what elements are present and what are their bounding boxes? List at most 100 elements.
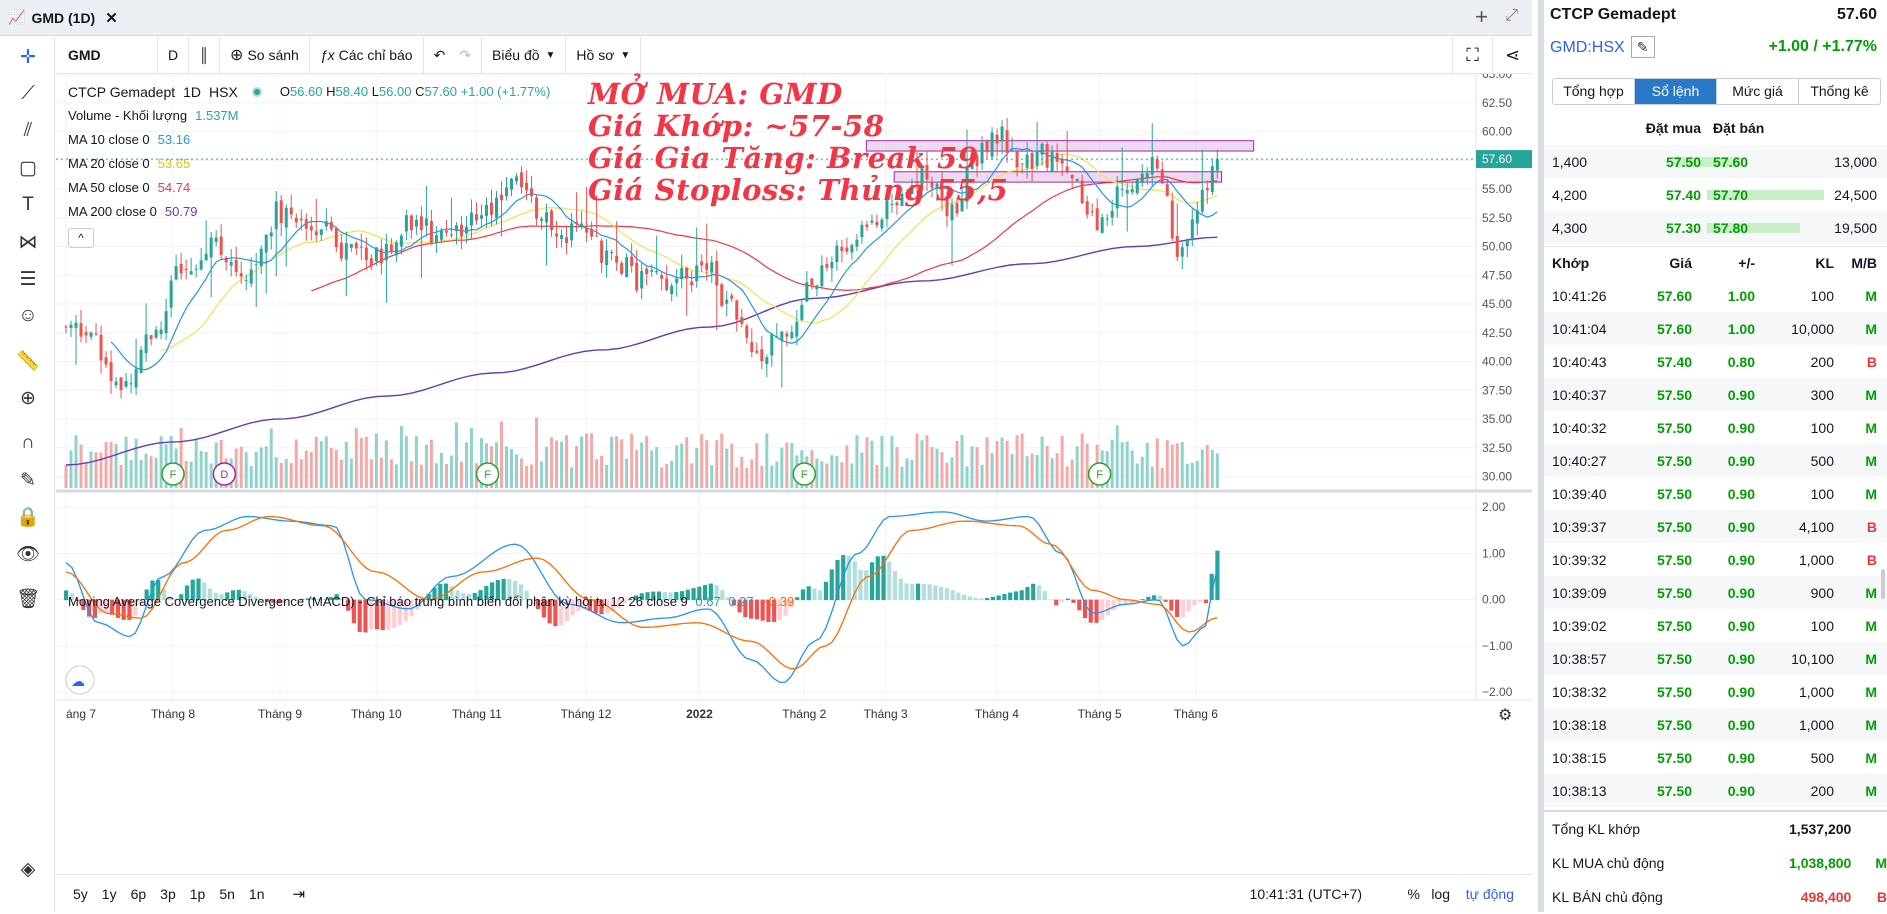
ma10-legend[interactable]: MA 10 close 0 53.16	[68, 128, 550, 152]
edit-icon[interactable]: ✎	[1630, 36, 1655, 58]
range-3m[interactable]: 3p	[160, 885, 176, 902]
volume-bar	[775, 461, 779, 488]
macd-legend[interactable]: Moving Average Covergence Divergence (MA…	[68, 594, 794, 609]
tab-summary[interactable]: Tổng hợp	[1553, 79, 1635, 104]
trash-icon[interactable]: 🗑	[15, 589, 41, 610]
magnet-icon[interactable]: ∩	[21, 432, 35, 453]
trade-row[interactable]: 10:39:40 57.50 0.90 100 M	[1544, 477, 1887, 510]
trades-list[interactable]: 10:41:26 57.60 1.00 100 M 10:41:04 57.60 1.00 10…	[1544, 279, 1887, 815]
trade-row[interactable]: 10:38:57 57.50 0.90 10,100 M	[1544, 642, 1887, 675]
range-1m[interactable]: 1p	[189, 885, 206, 902]
pattern-icon[interactable]: ⋈	[18, 231, 38, 253]
undo-button[interactable]: ↶ ↷	[424, 36, 483, 74]
candle-type-icon[interactable]: ║	[189, 36, 221, 74]
auto-scale-toggle[interactable]: tự động	[1465, 885, 1514, 902]
trend-line-icon[interactable]: ⟋	[21, 83, 35, 104]
range-6m[interactable]: 6p	[130, 885, 147, 902]
layers-icon[interactable]: ◈	[20, 858, 36, 880]
macd-histogram-bar	[443, 583, 449, 601]
plus-circle-icon: ⊕	[230, 47, 244, 64]
price-tick-label: 30.00	[1482, 470, 1512, 484]
macd-histogram-bar	[121, 599, 126, 620]
clock[interactable]: 10:41:31 (UTC+7)	[1249, 885, 1362, 902]
trade-row[interactable]: 10:38:15 57.50 0.90 500 M	[1544, 741, 1887, 774]
ma50-legend[interactable]: MA 50 close 0 54.74	[68, 176, 550, 200]
trade-row[interactable]: 10:38:13 57.50 0.90 200 M	[1544, 774, 1887, 807]
trade-row[interactable]: 10:38:18 57.50 0.90 1,000 M	[1544, 708, 1887, 741]
share-icon[interactable]: ⋖	[1492, 37, 1532, 74]
goto-date-icon[interactable]: ⇥	[292, 885, 306, 903]
indicators-button[interactable]: ƒx Các chỉ báo	[310, 36, 424, 74]
prediction-icon[interactable]: ☰	[19, 268, 37, 290]
eye-icon[interactable]: 👁	[15, 544, 41, 565]
expand-icon[interactable]: ⤢	[1505, 7, 1518, 24]
close-tab-icon[interactable]: ✕	[105, 9, 118, 27]
ma200-legend[interactable]: MA 200 close 0 50.79	[68, 200, 550, 224]
interval-button[interactable]: D	[158, 36, 190, 74]
macd-histogram-bar	[242, 591, 247, 601]
macd-histogram-bar	[127, 599, 132, 620]
candle-body	[484, 205, 488, 216]
volume-bar	[89, 451, 93, 488]
trade-row[interactable]: 10:38:32 57.50 0.90 1,000 M	[1544, 675, 1887, 708]
macd-histogram-bar	[697, 586, 702, 601]
stay-drawing-icon[interactable]: ✎	[20, 469, 36, 491]
candle-body	[780, 331, 784, 341]
trade-row[interactable]: 10:39:32 57.50 0.90 1,000 B	[1544, 543, 1887, 576]
symbol-search[interactable]: GMD	[56, 36, 158, 74]
volume-bar	[770, 465, 774, 488]
panel-symbol[interactable]: GMD:HSX	[1550, 39, 1625, 56]
trade-row[interactable]: 10:41:26 57.60 1.00 100 M	[1544, 279, 1887, 312]
range-5y[interactable]: 5y	[73, 885, 88, 902]
trade-row[interactable]: 10:41:04 57.60 1.00 10,000 M	[1544, 312, 1887, 345]
percent-toggle[interactable]: %	[1407, 885, 1420, 902]
trade-row[interactable]: 10:39:02 57.50 0.90 100 M	[1544, 609, 1887, 642]
orderbook-row[interactable]: 1,400 57.50 57.60 13,000	[1544, 145, 1887, 178]
summary-label: Tổng KL khớp	[1552, 821, 1641, 837]
trade-row[interactable]: 10:40:37 57.50 0.90 300 M	[1544, 378, 1887, 411]
trade-row[interactable]: 10:40:32 57.50 0.90 100 M	[1544, 411, 1887, 444]
volume-legend[interactable]: Volume - Khối lượng 1.537M	[68, 104, 550, 128]
volume-bar	[494, 442, 498, 488]
emoji-icon[interactable]: ☺	[18, 305, 38, 326]
redo-icon[interactable]: ↷	[459, 46, 472, 63]
trade-row[interactable]: 10:40:27 57.50 0.90 500 M	[1544, 444, 1887, 477]
range-1y[interactable]: 1y	[101, 885, 117, 902]
candle-body	[685, 267, 689, 279]
trade-row[interactable]: 10:39:37 57.50 0.90 4,100 B	[1544, 510, 1887, 543]
profile-button[interactable]: Hồ sơ ▼	[566, 36, 642, 74]
crosshair-icon[interactable]: ✛	[20, 46, 36, 68]
text-icon[interactable]: T	[22, 194, 34, 215]
tab-price-levels[interactable]: Mức giá	[1717, 79, 1799, 104]
lock-icon[interactable]: 🔒	[16, 507, 40, 528]
log-toggle[interactable]: log	[1431, 885, 1450, 902]
range-5d[interactable]: 5n	[219, 885, 235, 902]
trade-row[interactable]: 10:40:43 57.40 0.80 200 B	[1544, 345, 1887, 378]
trade-row[interactable]: 10:39:09 57.50 0.90 900 M	[1544, 576, 1887, 609]
range-1d[interactable]: 1n	[248, 885, 265, 902]
collapse-legend-button[interactable]: ^	[68, 228, 94, 248]
trade-price: 57.50	[1656, 749, 1692, 766]
macd-histogram-bar	[1065, 598, 1070, 601]
macd-histogram-bar	[1025, 587, 1030, 601]
rectangle-icon[interactable]: ▢	[19, 157, 37, 179]
orderbook-row[interactable]: 4,300 57.30 57.80 19,500	[1544, 211, 1887, 244]
trade-annotation[interactable]: MỞ MUA: GMD Giá Khớp: ~57-58 Giá Gia Tăn…	[588, 78, 1008, 206]
ma20-legend[interactable]: MA 20 close 0 53.65	[68, 152, 550, 176]
fib-tools-icon[interactable]: ⫽	[23, 120, 33, 141]
ruler-icon[interactable]: 📏	[16, 351, 40, 372]
tab-statistics[interactable]: Thống kê	[1810, 83, 1869, 99]
volume-bar	[535, 417, 539, 488]
chart-type-button[interactable]: Biểu đồ ▼	[482, 36, 567, 74]
x-tick-label: Tháng 4	[975, 707, 1019, 721]
compare-button[interactable]: ⊕ So sánh	[220, 36, 310, 74]
orderbook-row[interactable]: 4,200 57.40 57.70 24,500	[1544, 178, 1887, 211]
add-tab-icon[interactable]: +	[1475, 4, 1488, 29]
trades-scrollbar[interactable]	[1881, 569, 1885, 599]
volume-bar	[1140, 456, 1144, 488]
zoom-in-icon[interactable]: ⊕	[20, 387, 36, 409]
volume-bar	[725, 448, 729, 488]
fullscreen-icon[interactable]: ⛶	[1452, 37, 1492, 74]
tab-orderbook[interactable]: Sổ lệnh	[1635, 79, 1717, 104]
